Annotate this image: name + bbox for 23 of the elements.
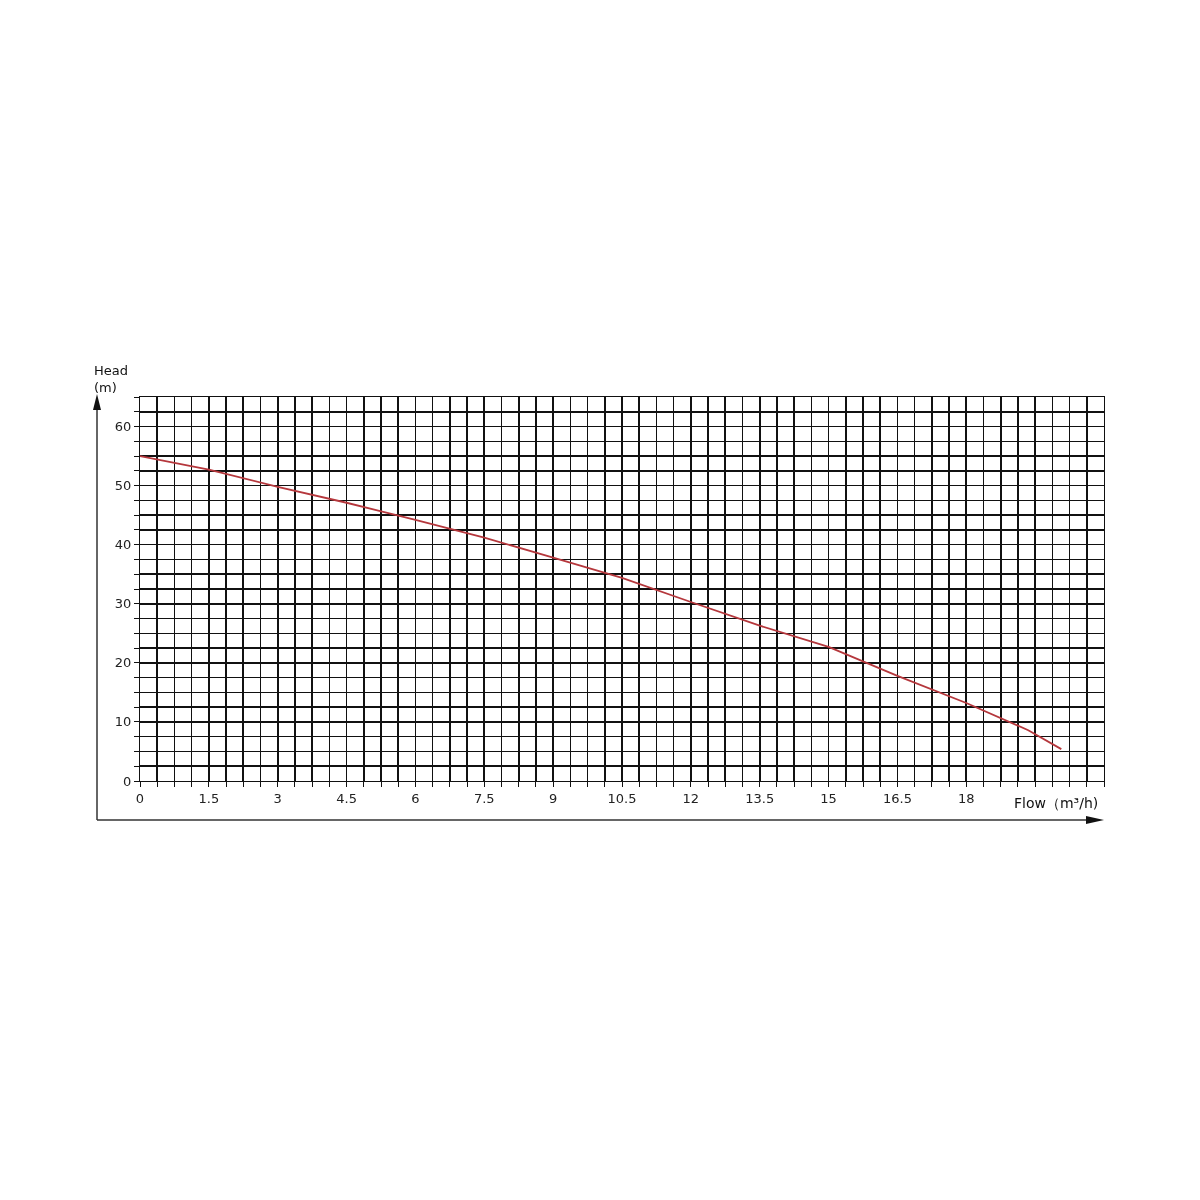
- x-tick-label: 10.5: [607, 790, 637, 806]
- x-tick-label: 4.5: [336, 790, 357, 806]
- x-tick-label: 18: [958, 790, 975, 806]
- y-tick-label: 30: [114, 596, 132, 612]
- y-tick-label: 50: [114, 478, 132, 494]
- x-tick-label: 9: [549, 790, 558, 806]
- x-axis-title: Flow（m³/h): [1014, 795, 1099, 811]
- y-tick-label: 0: [123, 773, 132, 789]
- line-series: [140, 455, 1063, 750]
- x-tick-label: 13.5: [745, 790, 775, 806]
- y-tick-label: 60: [114, 419, 132, 435]
- y-tick-label: 10: [114, 714, 132, 730]
- y-axis-title: Head (m): [94, 363, 128, 395]
- x-tick-label: 15: [820, 790, 837, 806]
- x-tick-label: 7.5: [473, 790, 495, 806]
- y-tick-label: 20: [114, 655, 132, 671]
- x-tick-label: 1.5: [198, 790, 220, 806]
- x-tick-label: 6: [411, 790, 420, 806]
- x-tick-label: 12: [682, 790, 700, 806]
- y-tick-label: 40: [114, 537, 132, 553]
- x-tick-label: 3: [273, 790, 282, 806]
- x-tick-label: 0: [135, 790, 145, 806]
- x-tick-label: 16.5: [882, 790, 912, 806]
